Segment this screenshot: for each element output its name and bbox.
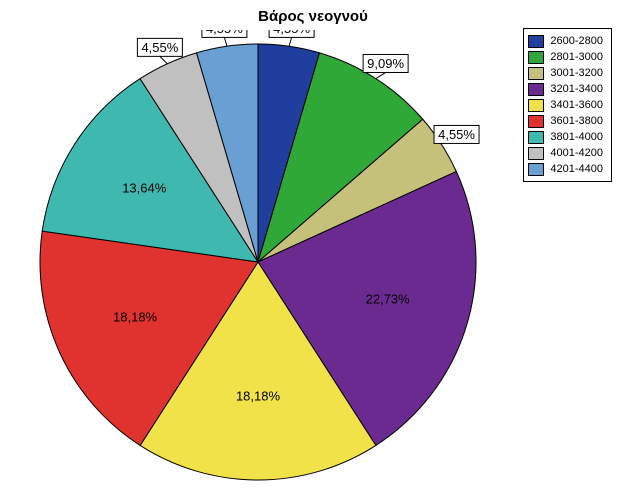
chart-title: Βάρος νεογνού bbox=[0, 8, 626, 25]
leader-line bbox=[376, 72, 386, 78]
legend-item: 3001-3200 bbox=[528, 65, 603, 81]
legend-swatch bbox=[528, 163, 544, 176]
leader-line bbox=[160, 56, 167, 63]
leader-line bbox=[289, 37, 292, 46]
slice-label: 18,18% bbox=[113, 310, 158, 325]
legend-item: 2801-3000 bbox=[528, 49, 603, 65]
slice-label: 18,18% bbox=[236, 389, 281, 404]
legend-label: 3401-3600 bbox=[550, 99, 603, 111]
legend-swatch bbox=[528, 67, 544, 80]
legend-label: 2600-2800 bbox=[550, 35, 603, 47]
leader-line bbox=[224, 37, 227, 46]
legend-item: 3801-4000 bbox=[528, 129, 603, 145]
slice-label: 4,55% bbox=[141, 40, 178, 55]
legend-label: 4201-4400 bbox=[550, 163, 603, 175]
legend-swatch bbox=[528, 99, 544, 112]
legend-item: 4001-4200 bbox=[528, 145, 603, 161]
slice-label: 4,55% bbox=[206, 30, 243, 36]
legend-swatch bbox=[528, 51, 544, 64]
legend-label: 2801-3000 bbox=[550, 51, 603, 63]
slice-label: 4,55% bbox=[438, 127, 475, 142]
legend-label: 3801-4000 bbox=[550, 131, 603, 143]
legend: 2600-2800 2801-3000 3001-3200 3201-3400 3401… bbox=[523, 28, 612, 182]
legend-item: 2600-2800 bbox=[528, 33, 603, 49]
slice-label: 4,55% bbox=[273, 30, 310, 36]
legend-swatch bbox=[528, 147, 544, 160]
slice-label: 9,09% bbox=[367, 56, 404, 71]
legend-swatch bbox=[528, 131, 544, 144]
slice-label: 13,64% bbox=[122, 180, 167, 195]
legend-label: 3201-3400 bbox=[550, 83, 603, 95]
legend-item: 4201-4400 bbox=[528, 161, 603, 177]
legend-item: 3201-3400 bbox=[528, 81, 603, 97]
slice-label: 22,73% bbox=[366, 292, 411, 307]
legend-item: 3401-3600 bbox=[528, 97, 603, 113]
legend-swatch bbox=[528, 35, 544, 48]
legend-swatch bbox=[528, 115, 544, 128]
legend-item: 3601-3800 bbox=[528, 113, 603, 129]
legend-label: 3001-3200 bbox=[550, 67, 603, 79]
legend-label: 3601-3800 bbox=[550, 115, 603, 127]
legend-label: 4001-4200 bbox=[550, 147, 603, 159]
legend-swatch bbox=[528, 83, 544, 96]
